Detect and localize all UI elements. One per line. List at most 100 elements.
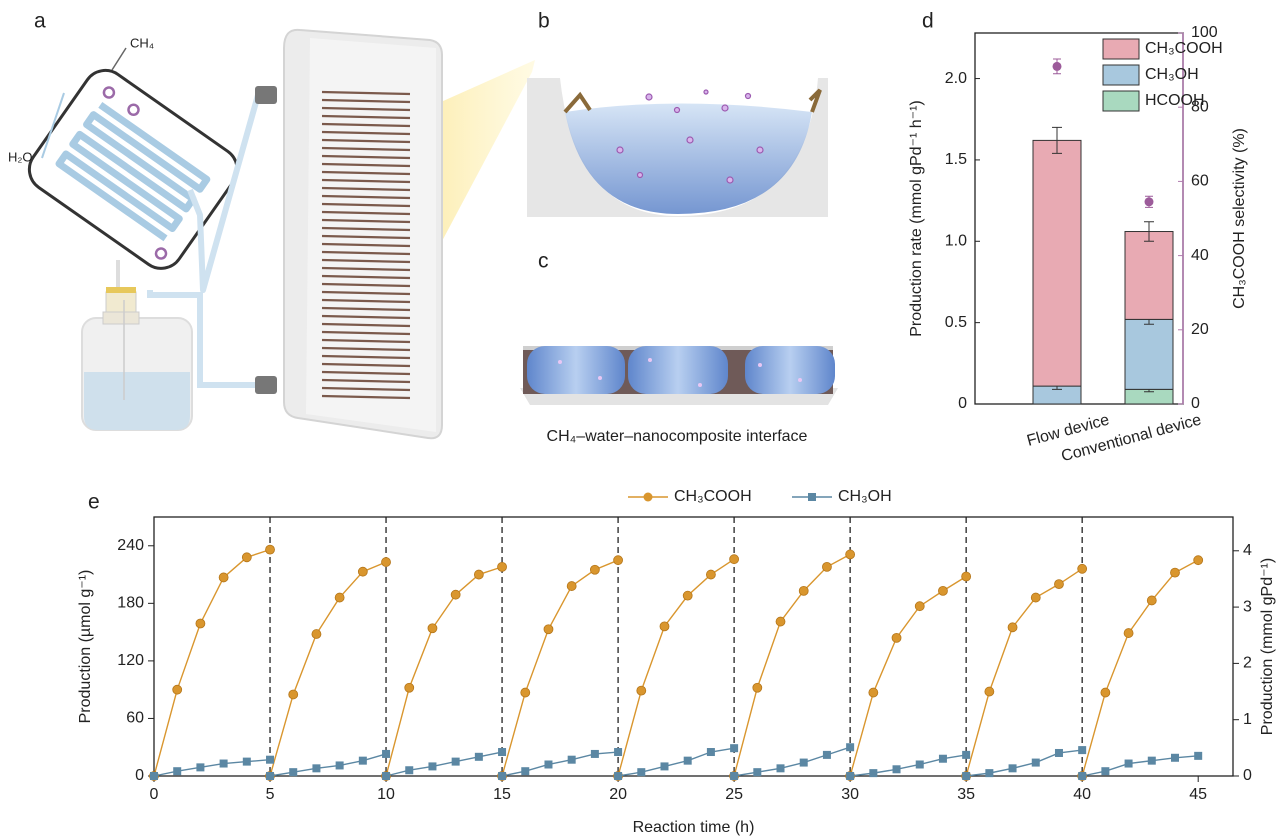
data-point	[334, 592, 345, 603]
data-point	[822, 750, 831, 759]
error-bar	[1052, 126, 1062, 154]
data-point	[567, 755, 576, 764]
data-point	[1030, 592, 1041, 603]
data-point	[1193, 555, 1204, 566]
panel-label: c	[538, 250, 549, 273]
data-point	[683, 756, 692, 765]
data-point	[1007, 622, 1018, 633]
data-point	[520, 687, 531, 698]
y-tick-label: 240	[117, 537, 144, 554]
data-point	[984, 686, 995, 697]
y2-axis-label: CH₃COOH selectivity (%)	[1231, 128, 1248, 309]
data-point	[404, 682, 415, 693]
data-point	[1146, 595, 1157, 606]
panel-label: a	[34, 10, 46, 33]
data-point	[962, 772, 971, 780]
data-point	[613, 555, 623, 566]
legend-marker	[643, 492, 653, 502]
plot-frame	[153, 516, 1234, 777]
data-point	[242, 757, 251, 766]
data-point	[173, 767, 182, 776]
x-tick-label: 25	[725, 786, 743, 803]
data-point	[798, 585, 809, 596]
data-point	[892, 765, 901, 774]
data-point	[985, 769, 994, 778]
data-point	[1170, 567, 1180, 578]
data-point	[730, 744, 739, 753]
y2-tick-label: 2	[1243, 655, 1252, 672]
panel-label: b	[538, 10, 550, 33]
y-tick-label: 0	[135, 767, 144, 784]
y2-tick-label: 20	[1191, 321, 1209, 338]
illustration-a	[27, 28, 535, 440]
data-point	[1054, 579, 1064, 590]
bar-segment	[1032, 139, 1082, 387]
data-point	[543, 624, 554, 635]
data-point	[1008, 764, 1017, 773]
data-point	[1078, 772, 1087, 780]
x-axis-label: Reaction time (h)	[633, 819, 755, 836]
data-point	[357, 566, 368, 577]
data-point	[382, 772, 391, 780]
series-line	[153, 746, 1199, 777]
data-point	[938, 754, 947, 763]
data-point	[405, 766, 414, 775]
data-point	[730, 772, 739, 780]
data-point	[637, 768, 646, 777]
x-tick-label: 0	[150, 786, 159, 803]
data-point	[498, 748, 507, 757]
y2-tick-label: 4	[1243, 542, 1252, 559]
illustration-label: H₂O	[8, 149, 33, 164]
y-tick-label: 180	[117, 595, 144, 612]
y-tick-label: 120	[117, 652, 144, 669]
x-tick-label: 30	[841, 786, 859, 803]
data-point	[289, 768, 298, 777]
data-point	[614, 748, 623, 757]
data-point	[1054, 748, 1063, 757]
panel-label: e	[88, 491, 100, 514]
illustration-label: CH₄	[130, 35, 154, 50]
y2-axis-label: Production (mmol gPd⁻¹)	[1259, 558, 1276, 735]
data-point	[1170, 753, 1179, 762]
data-point	[1124, 759, 1133, 768]
selectivity-point	[1052, 61, 1062, 71]
data-point	[451, 757, 460, 766]
data-point	[428, 762, 437, 771]
data-point	[1077, 563, 1088, 574]
legend-label: CH₃OH	[838, 488, 892, 505]
y-tick-label: 60	[126, 710, 144, 727]
data-point	[869, 769, 878, 778]
data-point	[938, 585, 948, 596]
x-tick-label: 40	[1073, 786, 1091, 803]
panel-label: d	[922, 10, 934, 33]
y2-tick-label: 0	[1243, 767, 1252, 784]
data-point	[521, 767, 530, 776]
data-point	[799, 758, 808, 767]
legend-marker	[808, 493, 816, 501]
y-tick-label: 2.0	[945, 70, 967, 87]
data-point	[498, 772, 507, 780]
series-line	[153, 548, 1199, 777]
y-axis-label: Production (µmol g⁻¹)	[77, 570, 94, 724]
y2-tick-label: 60	[1191, 173, 1209, 190]
data-point	[846, 772, 855, 780]
data-point	[868, 687, 879, 698]
data-point	[891, 632, 902, 643]
data-point	[706, 748, 715, 757]
data-point	[382, 749, 391, 758]
data-point	[497, 561, 507, 572]
error-bar	[1144, 221, 1154, 242]
data-point	[172, 684, 183, 695]
illustration-c	[520, 346, 838, 405]
data-point	[381, 557, 391, 567]
data-point	[1147, 756, 1156, 765]
data-point	[335, 761, 344, 770]
legend-swatch	[1102, 64, 1140, 86]
data-point	[1101, 767, 1110, 776]
collection-bottle	[81, 260, 193, 431]
y2-tick-label: 1	[1243, 711, 1252, 728]
data-point	[775, 616, 786, 627]
data-point	[1123, 628, 1134, 638]
data-point	[846, 743, 855, 752]
legend-label: HCOOH	[1145, 92, 1205, 109]
